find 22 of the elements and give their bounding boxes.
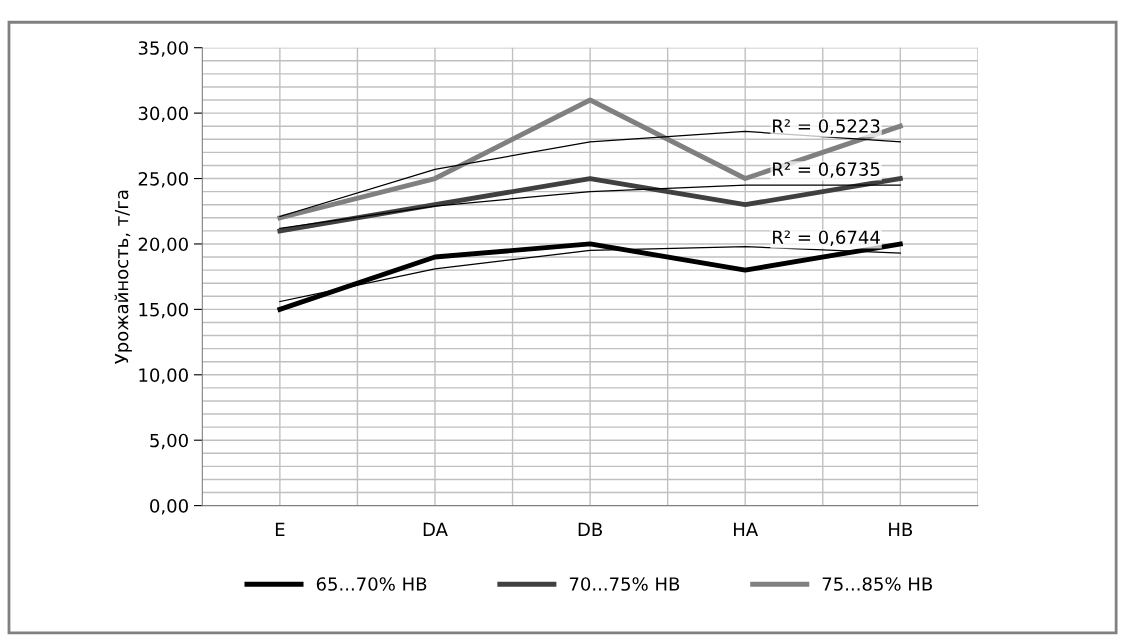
annotation: R² = 0,6744 (773, 230, 880, 246)
y-axis-title: Урожайность, т/га (114, 190, 132, 364)
legend-label: 65...70% НВ (316, 577, 427, 591)
y-tick-label: 30,00 (138, 106, 188, 123)
y-tick-label: 35,00 (138, 41, 188, 57)
line-series (279, 184, 901, 229)
x-tick-label: HA (734, 522, 759, 537)
y-tick-label: 5,00 (150, 433, 188, 450)
annotation: R² = 0,5223 (773, 119, 880, 135)
x-tick-label: HB (889, 522, 913, 537)
legend-label: 75...85% НВ (822, 577, 932, 591)
y-tick-label: 25,00 (138, 171, 188, 188)
y-tick-label: 0,00 (150, 499, 188, 515)
y-tick-label: 15,00 (139, 302, 188, 319)
legend-label: 70...75% НВ (569, 577, 680, 591)
x-tick-label: DA (423, 522, 448, 537)
x-tick-label: E (275, 522, 285, 537)
y-tick-label: 10,00 (139, 368, 188, 384)
line-series (277, 97, 903, 221)
annotation: R² = 0,6735 (773, 162, 880, 178)
y-tick-label: 20,00 (138, 237, 188, 253)
x-tick-label: DB (578, 522, 602, 537)
